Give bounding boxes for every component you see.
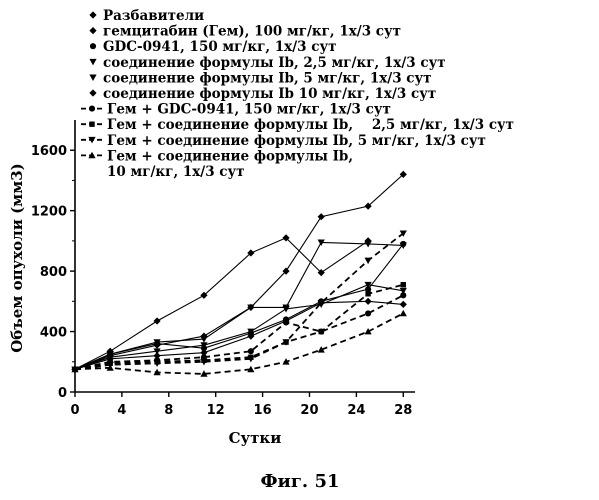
data-point [400,310,407,316]
data-point [365,258,372,264]
legend-marker [89,106,95,112]
x-axis-title: Сутки [229,429,282,447]
data-point [400,292,406,298]
data-point [400,301,407,308]
legend-item: GDC-0941, 150 мг/кг, 1х/3 сут [90,39,337,55]
legend-label: соединение формулы Ib, 2,5 мг/кг, 1х/3 с… [103,55,446,71]
legend-item: соединение формулы Ib, 5 мг/кг, 1х/3 сут [89,70,431,86]
figure-caption: Фиг. 51 [260,471,339,492]
legend-marker [89,11,96,18]
legend-marker [89,89,96,96]
legend-marker [89,59,96,65]
x-tick-label: 4 [117,403,126,418]
legend-label: 10 мг/кг, 1х/3 сут [107,164,245,180]
legend-item: Гем + соединение формулы Ib, 5 мг/кг, 1х… [81,133,486,149]
legend-label: GDC-0941, 150 мг/кг, 1х/3 сут [103,39,336,55]
x-tick-label: 8 [164,403,173,418]
y-tick-label: 1600 [31,144,67,159]
series-line [75,285,403,370]
legend-item: соединение формулы Ib 10 мг/кг, 1х/3 сут [89,86,436,102]
x-tick-label: 12 [207,403,225,418]
y-tick-label: 0 [58,386,67,401]
legend-item: Гем + соединение формулы Ib, 2,5 мг/кг, … [81,117,514,133]
data-point [153,317,160,324]
legend-item: Гем + соединение формулы Ib, [81,148,353,164]
legend-label: Гем + соединение формулы Ib, 2,5 мг/кг, … [107,117,514,133]
legend-marker [89,122,94,127]
data-point [283,319,289,325]
y-tick-label: 800 [40,265,67,280]
data-point [248,348,254,354]
x-ticks: 0 4 8 12 16 20 24 28 [70,392,412,418]
legend-label: Гем + соединение формулы Ib, [107,148,353,164]
legend-marker [89,27,96,34]
legend-label: Гем + GDC-0941, 150 мг/кг, 1х/3 сут [107,102,391,118]
y-tick-label: 1200 [31,205,67,220]
legend-item: 10 мг/кг, 1х/3 сут [107,164,245,180]
legend-item: Разбавители [89,8,204,24]
series-line [75,285,403,370]
legend-label: Гем + соединение формулы Ib, 5 мг/кг, 1х… [107,133,486,149]
y-tick-label: 400 [40,326,67,341]
data-point [365,310,371,316]
data-point [318,213,325,220]
data-point [319,329,324,334]
legend-label: соединение формулы Ib, 5 мг/кг, 1х/3 сут [103,70,432,86]
legend: Разбавителигемцитабин (Гем), 100 мг/кг, … [81,8,514,180]
x-tick-label: 24 [347,403,365,418]
legend-label: соединение формулы Ib 10 мг/кг, 1х/3 сут [103,86,436,102]
data-point [401,282,406,287]
legend-label: Разбавители [103,8,204,24]
x-tick-label: 28 [394,403,412,418]
data-point [365,291,370,296]
legend-item: гемцитабин (Гем), 100 мг/кг, 1х/3 сут [89,24,401,40]
y-axis-title: Объем опухоли (мм3) [8,163,26,353]
legend-marker [90,43,96,49]
data-point [282,306,289,312]
legend-item: Гем + GDC-0941, 150 мг/кг, 1х/3 сут [81,102,391,118]
series-line [75,313,403,374]
y-ticks: 0 400 800 1200 1600 [31,144,75,401]
x-tick-label: 16 [254,403,272,418]
x-tick-label: 20 [300,403,318,418]
legend-label: гемцитабин (Гем), 100 мг/кг, 1х/3 сут [103,24,401,40]
series-group [71,171,406,377]
x-tick-label: 0 [70,403,79,418]
legend-item: соединение формулы Ib, 2,5 мг/кг, 1х/3 с… [89,55,445,71]
data-point [365,298,372,305]
legend-marker [89,75,96,81]
